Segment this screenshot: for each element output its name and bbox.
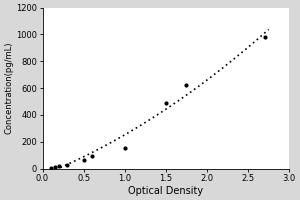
Point	[52, 166, 57, 169]
Point	[122, 146, 127, 149]
Y-axis label: Concentration(pg/mL): Concentration(pg/mL)	[4, 42, 13, 134]
Point	[56, 165, 61, 168]
X-axis label: Optical Density: Optical Density	[128, 186, 203, 196]
Point	[89, 155, 94, 158]
Point	[81, 158, 86, 161]
Point	[48, 166, 53, 169]
Point	[184, 84, 189, 87]
Point	[65, 164, 70, 167]
Point	[164, 101, 168, 104]
Point	[262, 36, 267, 39]
